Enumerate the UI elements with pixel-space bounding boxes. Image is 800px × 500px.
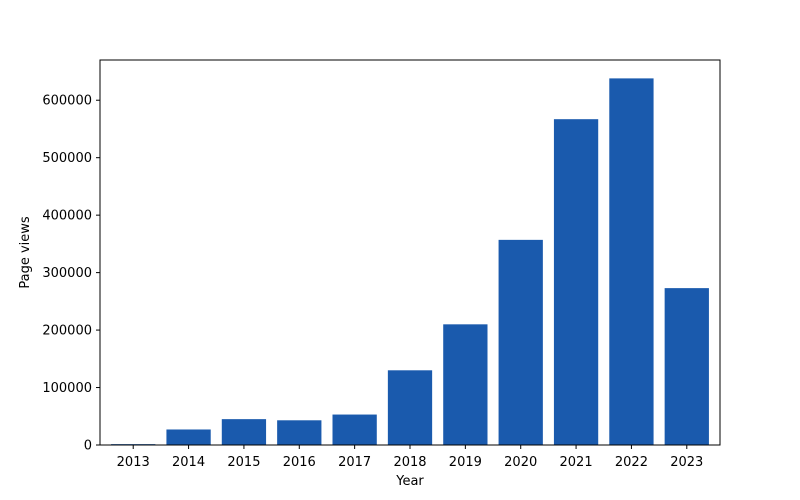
bar-2016 <box>277 420 322 445</box>
x-tick-label: 2020 <box>504 455 537 470</box>
x-axis: 2013 2014 2015 2016 2017 2018 2019 2020 2021 2022… <box>117 445 703 470</box>
x-tick-label: 2013 <box>117 455 150 470</box>
bar-2018 <box>387 370 433 445</box>
x-tick-label: 2014 <box>172 455 205 470</box>
y-tick-label: 500000 <box>42 151 92 166</box>
bar-2019 <box>443 324 488 445</box>
y-tick-label: 400000 <box>42 209 92 224</box>
y-axis: 0 100000 200000 300000 400000 500000 600000 <box>42 94 100 454</box>
y-tick-label: 200000 <box>42 324 92 339</box>
bar-2015 <box>221 419 267 445</box>
x-tick-label: 2015 <box>227 455 260 470</box>
y-axis-label: Page views <box>18 216 33 289</box>
x-tick-label: 2021 <box>560 455 593 470</box>
bar-2014 <box>166 429 211 445</box>
bar-2017 <box>332 414 377 445</box>
bar-2020 <box>498 239 543 445</box>
x-tick-label: 2017 <box>338 455 371 470</box>
bar-2022 <box>609 78 654 445</box>
x-tick-label: 2018 <box>393 455 426 470</box>
x-tick-label: 2016 <box>283 455 316 470</box>
x-tick-label: 2023 <box>670 455 703 470</box>
bars-group <box>111 78 709 445</box>
y-tick-label: 100000 <box>42 381 92 396</box>
y-tick-label: 0 <box>84 439 92 454</box>
bar-2023 <box>664 288 709 445</box>
x-tick-label: 2019 <box>449 455 482 470</box>
y-tick-label: 300000 <box>42 266 92 281</box>
x-tick-label: 2022 <box>615 455 648 470</box>
x-axis-label: Year <box>395 474 424 489</box>
y-tick-label: 600000 <box>42 94 92 109</box>
bar-2021 <box>553 119 599 445</box>
